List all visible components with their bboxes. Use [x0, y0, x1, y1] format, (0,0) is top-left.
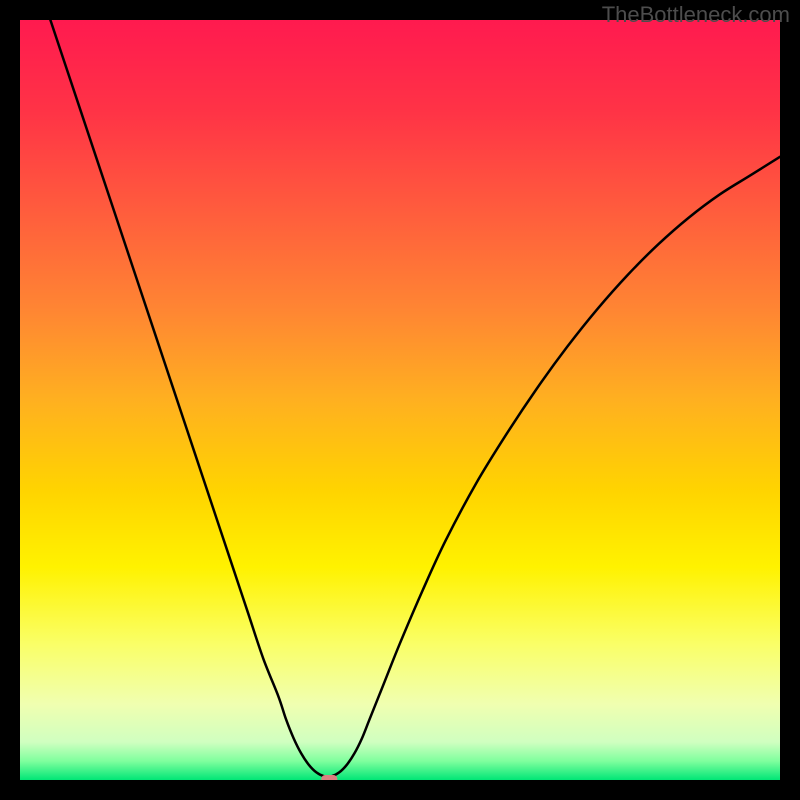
watermark-text: TheBottleneck.com — [602, 2, 790, 28]
chart-gradient-background — [20, 20, 780, 780]
chart-container: TheBottleneck.com — [0, 0, 800, 800]
bottleneck-chart — [0, 0, 800, 800]
